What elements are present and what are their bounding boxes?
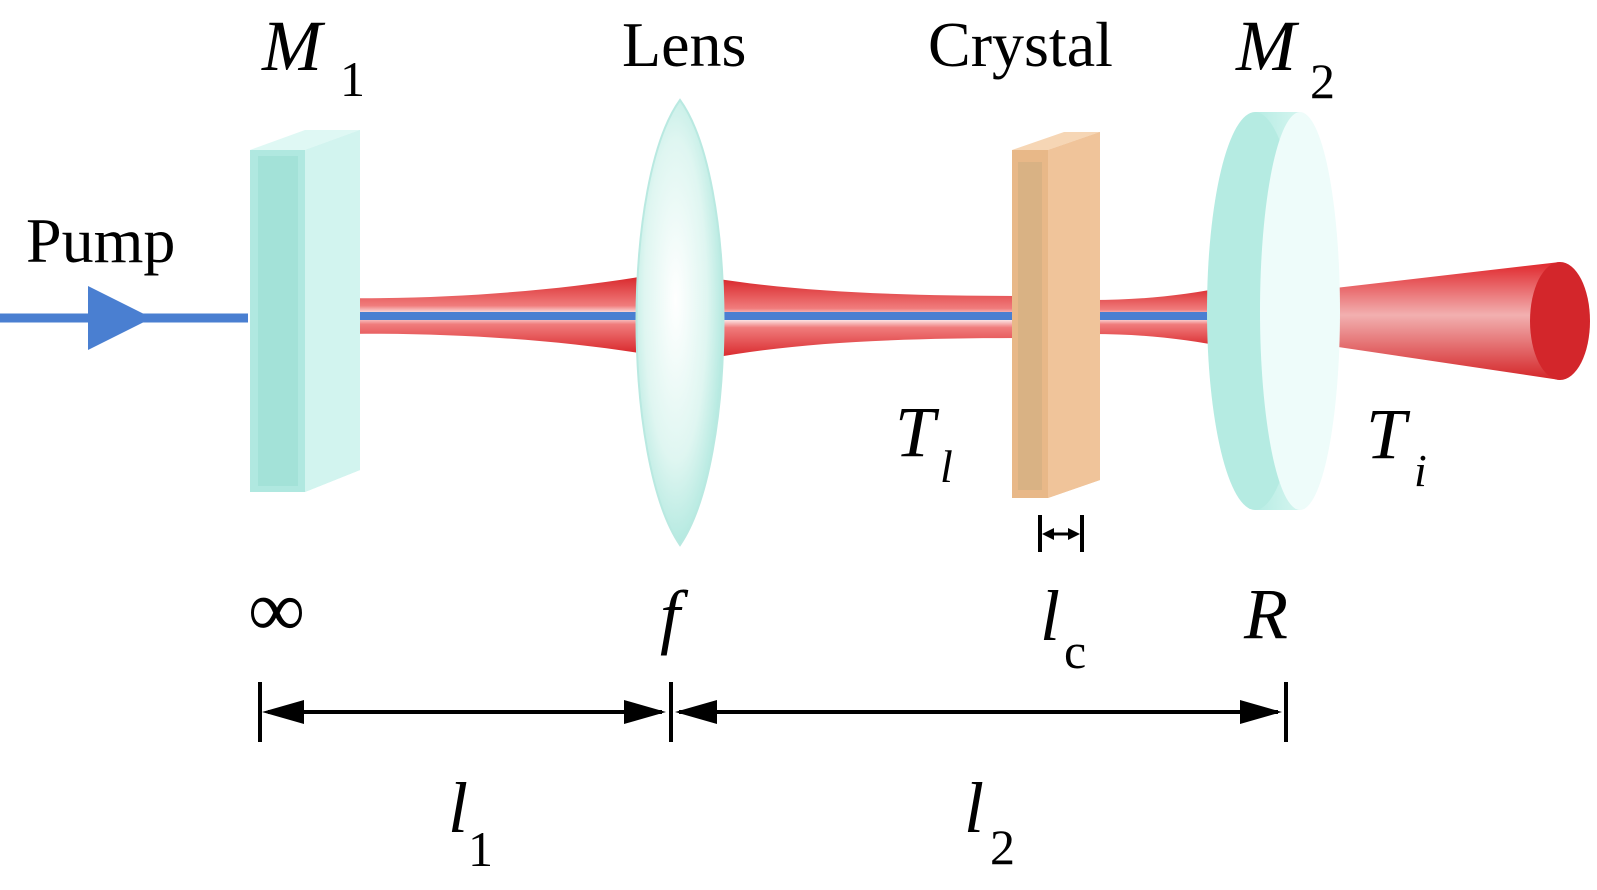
ti-label: T <box>1366 394 1411 474</box>
ti-label-subscript: i <box>1414 445 1427 496</box>
m1-radius-infinity: ∞ <box>248 566 305 654</box>
l2-label-subscript: 2 <box>990 819 1015 875</box>
tl-label-subscript: l <box>940 441 953 492</box>
crystal-length-marker <box>1038 515 1084 552</box>
m1-label: M <box>261 6 326 86</box>
pump-input-beam <box>0 286 248 350</box>
output-beam-cone <box>1312 262 1590 380</box>
dimension-l2 <box>669 682 1288 742</box>
l2-label: l <box>964 768 984 848</box>
beam-m1-to-lens <box>330 276 645 354</box>
crystal-length-label: l <box>1040 576 1060 656</box>
dimension-l1 <box>258 682 666 742</box>
l1-label-subscript: 1 <box>468 821 493 877</box>
lens-label: Lens <box>622 9 746 80</box>
l1-label: l <box>448 768 468 848</box>
crystal <box>1012 132 1100 498</box>
m2-label: M <box>1235 6 1300 86</box>
mirror-m2 <box>1207 112 1340 510</box>
m1-label-subscript: 1 <box>340 51 365 107</box>
focal-length-label: f <box>660 576 689 656</box>
lens <box>635 98 725 547</box>
m2-radius-label: R <box>1243 574 1288 654</box>
crystal-length-label-subscript: c <box>1064 623 1086 679</box>
tl-label: T <box>895 392 940 472</box>
pump-label: Pump <box>26 205 175 276</box>
m2-label-subscript: 2 <box>1310 53 1335 109</box>
beam-lens-to-crystal <box>712 278 1030 358</box>
crystal-label: Crystal <box>928 9 1113 80</box>
mirror-m1 <box>250 130 360 492</box>
